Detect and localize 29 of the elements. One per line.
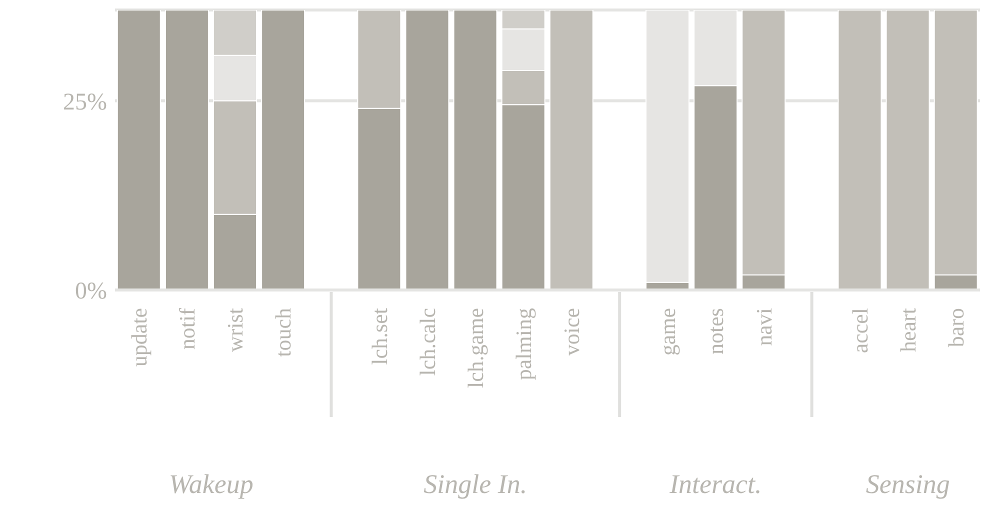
x-tick-label: voice [559, 308, 584, 356]
x-tick-label: lch.calc [414, 308, 440, 376]
x-tick-label: notif [174, 307, 200, 350]
text: Wakeup [168, 469, 254, 499]
x-tick-label: baro [943, 308, 968, 348]
x-tick-label: wrist [222, 308, 248, 352]
x-tick-label: lch.game [462, 308, 488, 388]
y-tick-label: 0% [75, 278, 107, 305]
x-tick-label: navi [751, 308, 776, 346]
text: Interact. [668, 469, 762, 499]
bar [261, 10, 306, 290]
x-tick-label: update [126, 308, 152, 367]
bar [453, 10, 498, 290]
x-tick-label: touch [270, 308, 296, 357]
x-tick-label: heart [895, 308, 920, 352]
bar [405, 10, 450, 290]
y-tick-label: 25% [63, 89, 107, 116]
bar [164, 10, 209, 290]
bar [838, 10, 882, 290]
text: Sensing [866, 469, 950, 499]
x-tick-label: accel [847, 308, 872, 354]
x-tick-label: game [655, 308, 680, 356]
text: Single In. [424, 469, 528, 499]
x-tick-label: lch.set [366, 308, 392, 365]
bar [549, 10, 594, 290]
bar [116, 10, 161, 290]
x-tick-label: palming [510, 308, 536, 380]
x-tick-label: notes [703, 308, 728, 354]
bar [886, 10, 930, 290]
